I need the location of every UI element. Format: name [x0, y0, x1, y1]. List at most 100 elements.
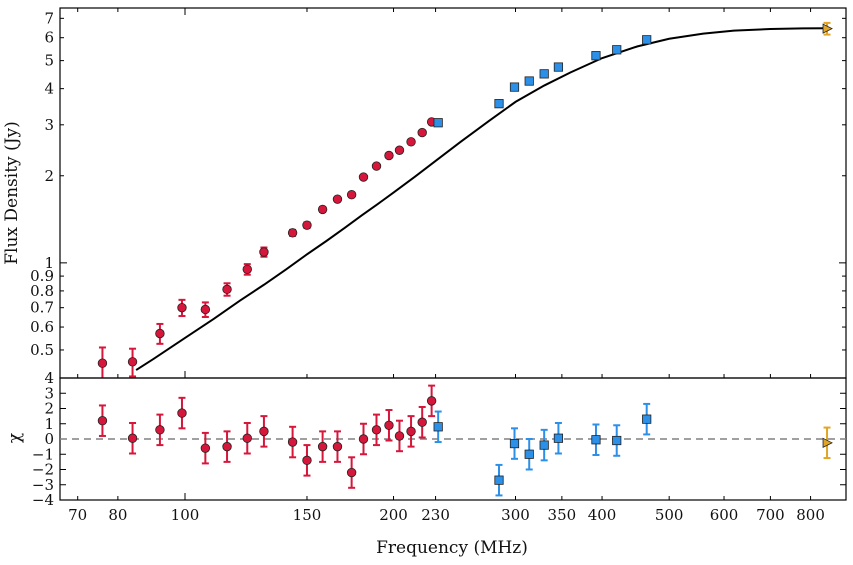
flux-data-point [302, 220, 312, 230]
flux-data-point [384, 150, 394, 161]
chi-data-point [539, 440, 549, 450]
flux-data-point [222, 284, 232, 295]
chi-data-point [346, 467, 357, 478]
flux-density-panel: 4 0.5 0.60.70.80.91 2 3 4 5 6 7 [30, 7, 847, 387]
top-y-tick-label: 0.9 [30, 267, 54, 285]
flux-data-point [155, 328, 165, 339]
flux-data-point [127, 357, 138, 367]
chi-data-point [494, 475, 504, 485]
top-y-axis-label: Flux Density (Jy) [2, 121, 22, 265]
x-tick-label: 400 [588, 506, 617, 524]
bottom-y-tick-label: 2 [44, 400, 54, 418]
chi-data-point [591, 435, 601, 445]
chi-data-point [642, 414, 652, 424]
model-fit-curve [135, 27, 829, 371]
chi-data-point [524, 449, 534, 459]
top-y-tick-label: 3 [44, 116, 54, 134]
flux-data-point [317, 204, 328, 215]
flux-data-point [97, 358, 108, 368]
flux-data-point [332, 194, 343, 204]
chi-data-point [822, 437, 833, 448]
flux-data-point [371, 161, 382, 171]
top-y-tick-label: 1 [44, 254, 54, 272]
bottom-y-tick-label: 0 [44, 430, 54, 448]
top-y-tick-label: 7 [44, 9, 54, 27]
chi-data-point [612, 435, 622, 446]
x-tick-label: 700 [756, 506, 785, 524]
flux-data-point [642, 35, 652, 45]
chi-data-point [222, 441, 232, 452]
top-y-tick-label: 2 [44, 167, 54, 185]
flux-data-point [406, 137, 416, 147]
flux-data-point [287, 228, 298, 238]
chi-data-point [287, 437, 298, 447]
chi-data-point [384, 420, 394, 430]
bottom-panel-frame [59, 377, 847, 501]
chi-data-point [406, 426, 416, 437]
chi-data-point [317, 441, 328, 452]
x-tick-label: 800 [796, 506, 825, 524]
bottom-y-tick-label: −4 [32, 491, 54, 509]
bottom-y-tick-label: 3 [44, 384, 54, 402]
top-y-tick-label: 5 [44, 52, 54, 70]
x-tick-label: 350 [548, 506, 577, 524]
bottom-y-tick-label: 1 [44, 415, 54, 433]
top-y-tick-label: 6 [44, 29, 54, 47]
chi-data-point [155, 425, 165, 435]
chi-data-point [417, 417, 427, 427]
x-tick-label: 70 [68, 506, 87, 524]
top-y-tick-label: 0.8 [30, 282, 54, 300]
x-tick-label: 500 [655, 506, 684, 524]
top-y-tick-label: 0.5 [30, 341, 54, 359]
flux-data-point [346, 190, 357, 200]
flux-data-point [553, 62, 564, 72]
top-y-tick-label: 4 [44, 80, 54, 98]
chi-data-point [332, 441, 343, 452]
chi-data-point [433, 422, 443, 432]
flux-data-point [524, 76, 534, 86]
chi-data-point [177, 408, 187, 418]
x-axis-ticks: 70 80 100 150 200 230 300 350 400 500 600 700 800 [68, 8, 825, 524]
flux-data-point [200, 304, 211, 315]
bottom-y-tick-label: −3 [32, 476, 54, 494]
chi-data-point [553, 433, 564, 443]
x-tick-label: 600 [710, 506, 739, 524]
x-tick-label: 300 [501, 506, 530, 524]
flux-data-point [242, 264, 252, 275]
flux-data-point [539, 69, 549, 79]
flux-data-point [394, 145, 405, 155]
bottom-y-tick-label: −1 [32, 445, 54, 463]
flux-data-point [612, 45, 622, 55]
x-tick-label: 230 [421, 506, 450, 524]
x-tick-label: 100 [171, 506, 200, 524]
top-y-tick-label: 4 [44, 369, 54, 387]
chi-data-point [127, 433, 138, 443]
chi-data-point [200, 443, 211, 453]
chi-data-point [242, 433, 252, 443]
top-panel-frame [59, 7, 847, 379]
chi-data-point [371, 425, 382, 435]
flux-data-point [417, 127, 427, 138]
flux-data-point [494, 99, 504, 109]
flux-data-point [177, 302, 187, 313]
flux-data-point [822, 23, 833, 34]
bottom-y-axis-label: χ [5, 433, 25, 443]
top-y-tick-label: 0.6 [30, 318, 54, 336]
chi-data-point [259, 426, 269, 437]
chi-data-point [358, 434, 369, 444]
chi-data-point [97, 416, 108, 426]
flux-data-point [358, 172, 369, 182]
top-y-tick-label: 0.7 [30, 299, 54, 317]
chi-data-point [302, 455, 312, 466]
flux-data-point [259, 247, 269, 257]
x-axis-label: Frequency (MHz) [376, 538, 528, 558]
chi-data-point [394, 431, 405, 441]
x-tick-label: 150 [293, 506, 322, 524]
bottom-y-tick-label: −2 [32, 461, 54, 479]
flux-data-point [591, 51, 601, 61]
x-tick-label: 200 [379, 506, 408, 524]
chi-data-point [426, 396, 437, 406]
flux-data-point [509, 82, 520, 92]
